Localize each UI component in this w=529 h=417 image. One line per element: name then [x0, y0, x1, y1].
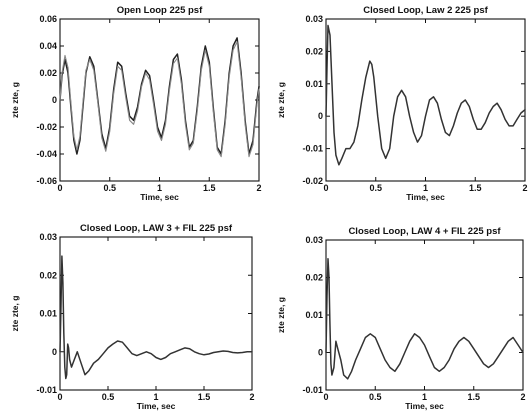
y-tick-label: 0.04 [39, 41, 57, 51]
x-tick-label: 0 [323, 183, 328, 193]
y-tick-label: 0.01 [305, 79, 323, 89]
x-tick-label: 1 [422, 392, 427, 402]
series-line-1 [59, 255, 253, 380]
x-tick-label: 2 [520, 392, 525, 402]
chart-panel-law-2: Closed Loop, Law 2 225 psf 0 0.5 1 1.5 2 -0.02… [276, 5, 528, 202]
x-axis-label: Time, sec [140, 192, 179, 202]
x-tick-label: 2 [249, 392, 254, 402]
y-axis-label: zte zte, g [276, 82, 286, 118]
x-tick-label: 1.5 [203, 183, 216, 193]
y-tick-label: 0.03 [305, 235, 323, 245]
chart-title: Closed Loop, Law 2 225 psf [363, 5, 488, 16]
x-tick-label: 0.5 [102, 392, 115, 402]
x-tick-label: 0 [57, 183, 62, 193]
y-tick-label: 0.03 [305, 14, 323, 24]
y-tick-label: 0 [52, 347, 57, 357]
x-tick-label: 0 [323, 392, 328, 402]
chart-panel-open-loop: Open Loop 225 psf 0 0.5 1 1.5 2 -0.06 -0.04 -0.0… [10, 5, 262, 202]
y-tick-label: -0.06 [36, 176, 57, 186]
x-axis-label: Time, sec [137, 401, 176, 411]
y-tick-label: -0.02 [302, 176, 323, 186]
x-tick-label: 2 [522, 183, 527, 193]
x-tick-label: 2 [256, 183, 261, 193]
chart-panel-law-4-fil: Closed Loop, LAW 4 + FIL 225 psf 0 0.5 1 1.5… [276, 226, 526, 411]
y-axis-label: zte zte, g [10, 82, 20, 118]
x-tick-label: 1.5 [469, 183, 482, 193]
plot-frame [59, 18, 260, 182]
y-tick-label: 0.03 [39, 232, 57, 242]
plot-frame [59, 236, 253, 391]
y-tick-label: 0 [318, 111, 323, 121]
x-tick-label: 0.5 [369, 392, 382, 402]
x-tick-label: 1 [157, 183, 162, 193]
x-tick-label: 1 [153, 392, 158, 402]
y-tick-label: 0.02 [305, 46, 323, 56]
y-tick-label: -0.01 [302, 144, 323, 154]
y-tick-label: 0.01 [39, 309, 57, 319]
chart-title: Open Loop 225 psf [117, 5, 203, 16]
y-tick-label: -0.01 [302, 385, 323, 395]
x-tick-label: 1 [423, 183, 428, 193]
plot-frame [325, 239, 524, 391]
y-tick-label: 0.06 [39, 14, 57, 24]
chart-panel-law-3-fil: Closed Loop, LAW 3 + FIL 225 psf 0 0.5 1 1.5… [10, 223, 255, 411]
y-axis-label: zte zte, g [10, 296, 20, 332]
y-tick-label: 0.02 [39, 68, 57, 78]
x-tick-label: 1.5 [467, 392, 480, 402]
y-tick-label: 0 [52, 95, 57, 105]
y-tick-label: -0.02 [36, 122, 57, 132]
x-tick-label: 0.5 [103, 183, 116, 193]
x-tick-label: 0.5 [369, 183, 382, 193]
series-line-1 [325, 24, 526, 166]
plot-frame [325, 18, 526, 182]
y-tick-label: 0.02 [305, 273, 323, 283]
series-line-1 [325, 258, 524, 380]
x-tick-label: 1.5 [198, 392, 211, 402]
y-tick-label: 0 [318, 348, 323, 358]
chart-title: Closed Loop, LAW 3 + FIL 225 psf [80, 223, 233, 234]
chart-title: Closed Loop, LAW 4 + FIL 225 psf [348, 226, 501, 237]
series-line-2 [59, 41, 260, 158]
x-tick-label: 0 [57, 392, 62, 402]
x-axis-label: Time, sec [405, 401, 444, 411]
y-tick-label: -0.01 [36, 385, 57, 395]
y-axis-label: zte zte, g [276, 297, 286, 333]
y-tick-label: -0.04 [36, 149, 57, 159]
y-tick-label: 0.02 [39, 270, 57, 280]
x-axis-label: Time, sec [406, 192, 445, 202]
y-tick-label: 0.01 [305, 310, 323, 320]
